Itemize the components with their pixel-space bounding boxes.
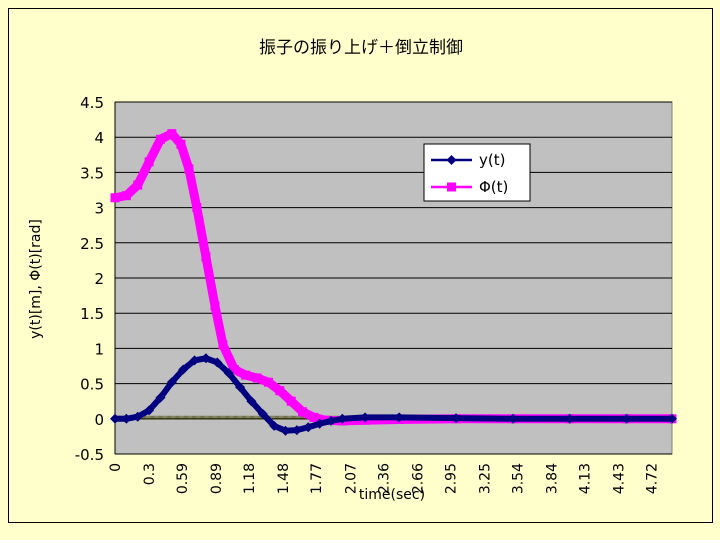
y-tick-label: 1: [94, 340, 104, 358]
x-axis-title: time(sec): [359, 487, 425, 503]
data-point: [167, 129, 177, 139]
data-point: [394, 412, 405, 423]
legend: y(t) Φ(t): [423, 143, 531, 202]
data-point: [184, 164, 194, 174]
x-tick-label: 4.13: [577, 463, 593, 494]
data-point: [621, 413, 632, 424]
data-point: [210, 301, 220, 311]
y-tick-label: 2.5: [80, 235, 104, 253]
data-point: [241, 370, 251, 380]
data-point: [286, 396, 296, 406]
data-point: [337, 413, 348, 424]
y-tick-label: 3: [94, 200, 104, 218]
data-point: [121, 413, 132, 424]
x-tick-label: 3.84: [545, 463, 561, 494]
x-tick-label: 2.95: [443, 463, 459, 494]
x-tick-label: 4.43: [612, 463, 628, 494]
x-tick-label: 1.48: [276, 463, 292, 494]
legend-label-phi: Φ(t): [479, 178, 508, 196]
data-point: [263, 377, 273, 387]
data-point: [275, 386, 285, 396]
data-point: [192, 203, 202, 213]
legend-marker-diamond: [446, 155, 457, 165]
data-point: [667, 413, 677, 424]
y-tick-label: 1.5: [80, 305, 104, 323]
y-tick-label: 2: [94, 270, 104, 288]
x-tick-label: 2.07: [343, 463, 359, 494]
legend-label-y: y(t): [479, 151, 505, 169]
x-tick-labels: 0 0.3 0.59 0.89 1.18 1.48 1.77 2.07 2.36 2.66 2.95…: [108, 463, 661, 494]
x-tick-label: 3.25: [477, 463, 493, 494]
data-point: [229, 365, 239, 375]
x-tick-label: 2.36: [376, 463, 392, 494]
y-tick-label: -0.5: [75, 446, 104, 464]
x-tick-label: 0: [108, 463, 124, 472]
y-tick-label: 4.5: [80, 94, 104, 112]
data-point: [166, 377, 177, 388]
x-tick-label: 0.89: [209, 463, 225, 494]
data-point: [252, 373, 262, 383]
data-point: [121, 191, 131, 201]
series-layer: [110, 129, 677, 436]
y-axis-title: y(t)[m], Φ(t)[rad]: [28, 219, 44, 339]
x-tick-label: 4.72: [645, 463, 661, 494]
x-tick-label: 1.77: [309, 463, 325, 494]
data-point: [246, 396, 257, 407]
data-point: [223, 368, 234, 379]
data-point: [144, 157, 154, 167]
series-0: [110, 353, 677, 436]
data-point: [269, 420, 280, 431]
y-tick-labels: 4.5 4 3.5 3 2.5 2 1.5 1 0.5 0 -0.5: [75, 94, 104, 464]
data-point: [144, 405, 155, 416]
data-point: [201, 252, 211, 262]
data-point: [178, 364, 189, 375]
data-point: [212, 357, 223, 368]
legend-box: [423, 143, 531, 202]
data-point: [257, 408, 268, 419]
y-tick-label: 0.5: [80, 376, 104, 394]
y-tick-label: 3.5: [80, 164, 104, 182]
data-point: [133, 180, 143, 190]
data-point: [200, 353, 211, 364]
data-point: [155, 392, 166, 403]
y-tick-label: 4: [94, 129, 104, 147]
data-point: [309, 412, 319, 422]
data-point: [325, 415, 336, 426]
data-point: [303, 422, 314, 433]
data-point: [291, 425, 302, 436]
data-point: [235, 382, 246, 393]
data-point: [298, 407, 308, 417]
y-tick-label: 0: [94, 411, 104, 429]
data-point: [110, 413, 120, 424]
x-tick-label: 3.54: [510, 463, 526, 494]
chart-title: 振子の振り上げ＋倒立制御: [259, 38, 463, 58]
series-line: [112, 355, 675, 434]
data-point: [564, 413, 575, 424]
data-point: [280, 425, 291, 436]
data-point: [189, 355, 200, 366]
data-point: [110, 193, 120, 203]
data-point: [218, 340, 228, 350]
x-tick-label: 0.3: [142, 463, 158, 485]
legend-marker-square: [447, 182, 456, 192]
data-point: [132, 411, 143, 422]
data-point: [507, 413, 518, 424]
x-tick-label: 0.59: [175, 463, 191, 494]
data-point: [155, 134, 165, 144]
data-point: [451, 413, 462, 424]
data-point: [314, 418, 325, 429]
data-point: [176, 139, 186, 149]
data-point: [360, 412, 371, 423]
x-tick-label: 1.18: [242, 463, 258, 494]
x-tick-label: 2.66: [410, 463, 426, 494]
